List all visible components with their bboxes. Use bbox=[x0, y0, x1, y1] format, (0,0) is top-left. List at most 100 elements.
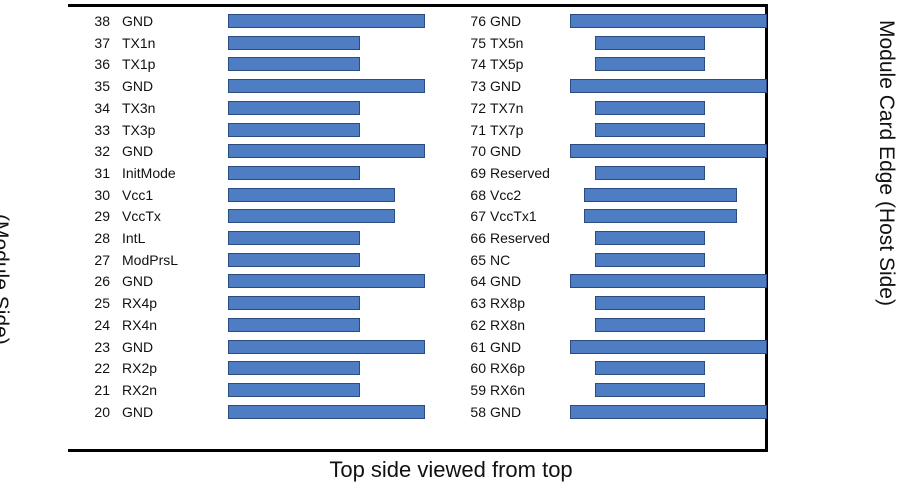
pin-number: 24 bbox=[94, 316, 110, 333]
pin-number: 70 bbox=[470, 143, 486, 160]
contact-pad bbox=[570, 14, 767, 28]
pin-row-25: 25 RX4p bbox=[0, 292, 902, 314]
pin-number: 20 bbox=[94, 403, 110, 420]
contact-pad bbox=[228, 122, 360, 137]
pin-number: 74 bbox=[470, 56, 486, 73]
pin-signal-name: RX6p bbox=[490, 360, 526, 377]
contact-pad bbox=[228, 231, 360, 245]
pin-signal-name: TX3n bbox=[122, 99, 156, 116]
pin-row-28: 28 IntL bbox=[0, 227, 902, 249]
pin-number: 26 bbox=[94, 273, 110, 290]
contact-pad bbox=[570, 79, 767, 94]
contact-pad bbox=[595, 252, 705, 267]
pin-row-73: 73 GND bbox=[0, 75, 902, 97]
contact-pad bbox=[228, 296, 360, 311]
pin-row-21: 21 RX2n bbox=[0, 379, 902, 401]
contact-pad bbox=[570, 404, 767, 419]
pin-signal-name: GND bbox=[490, 273, 522, 290]
pin-row-59: 59 RX6n bbox=[0, 379, 902, 401]
pin-row-60: 60 RX6p bbox=[0, 357, 902, 379]
contact-pad bbox=[595, 317, 705, 332]
module-side-label: (Module Side) bbox=[0, 214, 12, 345]
pin-signal-name: Reserved bbox=[490, 164, 550, 181]
contact-pad bbox=[228, 404, 425, 419]
pin-number: 28 bbox=[94, 230, 110, 246]
pin-signal-name: TX5p bbox=[490, 56, 524, 73]
view-caption: Top side viewed from top bbox=[329, 457, 573, 482]
card-edge-outline bbox=[68, 4, 768, 452]
pin-row-65: 65 NC bbox=[0, 249, 902, 271]
pin-row-22: 22 RX2p bbox=[0, 357, 902, 379]
pin-row-66: 66 Reserved bbox=[0, 227, 902, 249]
pin-number: 59 bbox=[470, 381, 486, 398]
pin-row-37: 37 TX1n bbox=[0, 32, 902, 54]
pin-signal-name: TX7n bbox=[490, 99, 524, 116]
pin-signal-name: GND bbox=[122, 273, 154, 290]
contact-pad bbox=[228, 187, 395, 202]
pin-row-38: 38 GND bbox=[0, 10, 902, 32]
pin-row-29: 29 VccTx bbox=[0, 205, 902, 227]
pin-signal-name: VccTx1 bbox=[490, 208, 537, 225]
contact-pad bbox=[228, 165, 360, 180]
pin-number: 71 bbox=[470, 121, 486, 138]
contact-pad bbox=[595, 361, 705, 376]
contact-pad bbox=[584, 187, 737, 202]
pin-signal-name: TX1p bbox=[122, 56, 156, 73]
pin-row-36: 36 TX1p bbox=[0, 53, 902, 75]
contact-pad bbox=[595, 100, 705, 115]
contact-pad bbox=[595, 296, 705, 311]
pin-signal-name: GND bbox=[490, 13, 522, 29]
pin-signal-name: RX8n bbox=[490, 316, 526, 333]
pin-signal-name: ModPrsL bbox=[122, 251, 179, 268]
contact-pad bbox=[595, 57, 705, 72]
pin-row-68: 68 Vcc2 bbox=[0, 184, 902, 206]
pin-number: 32 bbox=[94, 143, 110, 160]
pin-number: 65 bbox=[470, 251, 486, 268]
contact-pad bbox=[228, 100, 360, 115]
pin-number: 58 bbox=[470, 403, 486, 420]
pin-number: 27 bbox=[94, 251, 110, 268]
pin-number: 75 bbox=[470, 34, 486, 51]
pin-row-75: 75 TX5n bbox=[0, 32, 902, 54]
pin-signal-name: Vcc1 bbox=[122, 186, 154, 203]
pin-row-30: 30 Vcc1 bbox=[0, 184, 902, 206]
pin-row-31: 31 InitMode bbox=[0, 162, 902, 184]
contact-pad bbox=[595, 122, 705, 137]
pin-signal-name: RX2n bbox=[122, 381, 158, 398]
pin-row-24: 24 RX4n bbox=[0, 314, 902, 336]
pin-number: 67 bbox=[470, 208, 486, 225]
pin-row-23: 23 GND bbox=[0, 336, 902, 358]
pin-number: 72 bbox=[470, 99, 486, 116]
contact-pad bbox=[595, 165, 705, 180]
pin-number: 64 bbox=[470, 273, 486, 290]
pin-number: 29 bbox=[94, 208, 110, 225]
pin-row-61: 61 GND bbox=[0, 336, 902, 358]
pin-signal-name: GND bbox=[122, 13, 154, 29]
pin-number: 31 bbox=[94, 164, 110, 181]
pin-number: 22 bbox=[94, 360, 110, 377]
pin-row-64: 64 GND bbox=[0, 270, 902, 292]
pin-row-70: 70 GND bbox=[0, 140, 902, 162]
pin-number: 69 bbox=[470, 164, 486, 181]
pin-number: 68 bbox=[470, 186, 486, 203]
contact-pad bbox=[595, 231, 705, 245]
pin-number: 21 bbox=[94, 381, 110, 398]
pin-signal-name: TX1n bbox=[122, 34, 156, 51]
pin-row-62: 62 RX8n bbox=[0, 314, 902, 336]
pin-number: 61 bbox=[470, 338, 486, 355]
pin-row-58: 58 GND bbox=[0, 401, 902, 423]
pin-number: 73 bbox=[470, 78, 486, 95]
pin-number: 23 bbox=[94, 338, 110, 355]
pin-row-32: 32 GND bbox=[0, 140, 902, 162]
pin-number: 25 bbox=[94, 295, 110, 312]
pin-row-63: 63 RX8p bbox=[0, 292, 902, 314]
pin-row-33: 33 TX3p bbox=[0, 119, 902, 141]
pin-signal-name: RX6n bbox=[490, 381, 526, 398]
pin-row-72: 72 TX7n bbox=[0, 97, 902, 119]
pin-signal-name: RX8p bbox=[490, 295, 526, 312]
pin-signal-name: Reserved bbox=[490, 230, 550, 246]
pin-signal-name: GND bbox=[490, 403, 522, 420]
pin-number: 38 bbox=[94, 13, 110, 29]
pin-row-74: 74 TX5p bbox=[0, 53, 902, 75]
contact-pad bbox=[584, 209, 737, 224]
